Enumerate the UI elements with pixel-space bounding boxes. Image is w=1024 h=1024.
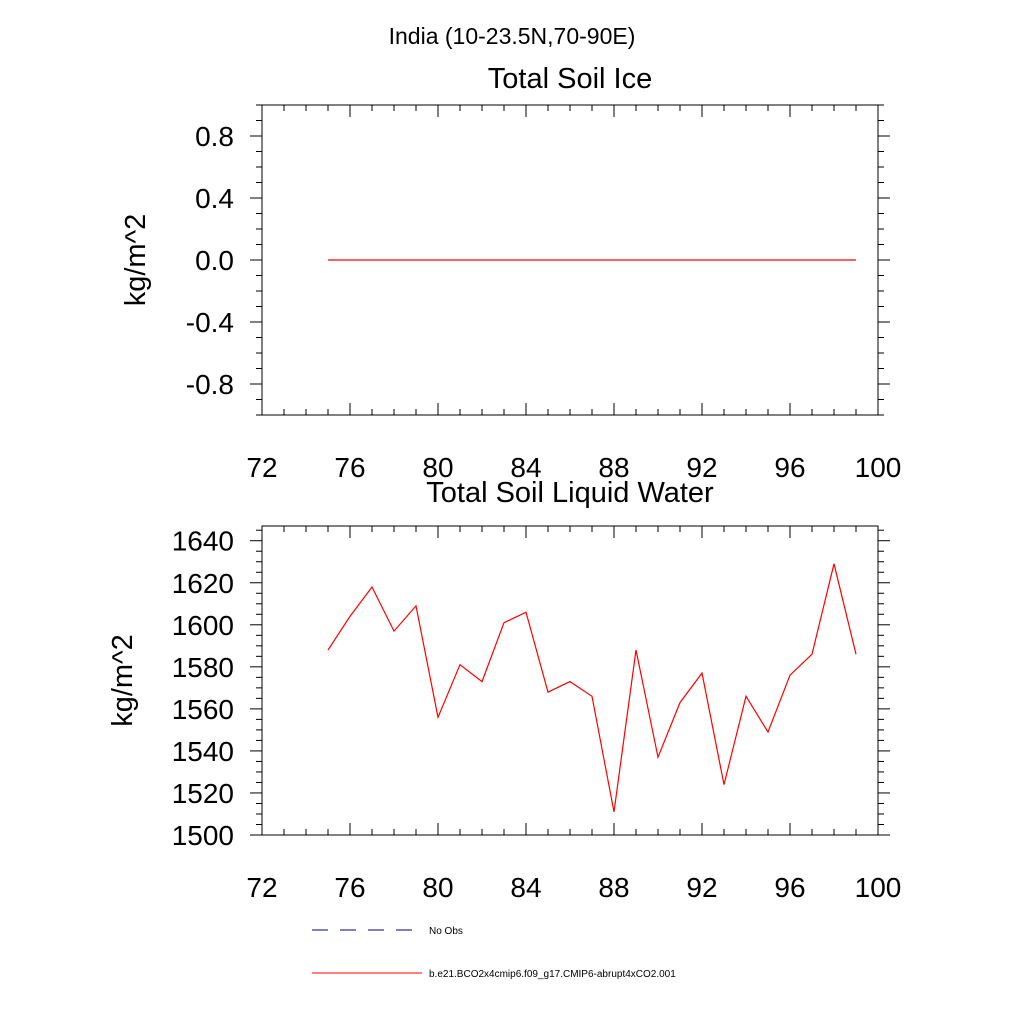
y-tick-label: 0.4 — [195, 183, 234, 214]
y-tick-label: 1540 — [172, 736, 234, 767]
x-tick-label: 92 — [686, 872, 717, 903]
y-tick-label: -0.4 — [186, 307, 234, 338]
x-tick-label: 72 — [246, 452, 277, 483]
y-tick-label: 1640 — [172, 526, 234, 557]
x-tick-label: 76 — [334, 452, 365, 483]
x-tick-label: 80 — [422, 452, 453, 483]
y-tick-label: 0.0 — [195, 245, 234, 276]
x-tick-label: 100 — [855, 452, 902, 483]
y-tick-label: 1620 — [172, 568, 234, 599]
chart-title: Total Soil Liquid Water — [426, 477, 714, 509]
x-tick-label: 76 — [334, 872, 365, 903]
x-tick-label: 96 — [774, 872, 805, 903]
x-tick-label: 84 — [510, 452, 541, 483]
chart-panel-2: Total Soil Liquid Water kg/m^2 72 76 80 84 88 9… — [107, 477, 901, 903]
y-tick-label: 0.8 — [195, 121, 234, 152]
chart-panels: Total Soil Ice kg/m^2 72 76 80 84 88 92 96 100 -0.… — [107, 63, 901, 903]
y-tick-label: 1600 — [172, 610, 234, 641]
legend-item-2: b.e21.BCO2x4cmip6.f09_g17.CMIP6-abrupt4x… — [312, 969, 676, 980]
legend-item-1: No Obs — [312, 926, 463, 937]
y-axis-label: kg/m^2 — [107, 634, 139, 727]
y-tick-label: 1500 — [172, 820, 234, 851]
page-title: India (10-23.5N,70-90E) — [389, 23, 636, 49]
y-tick-label: 1560 — [172, 694, 234, 725]
y-tick-label: 1580 — [172, 652, 234, 683]
plot-frame — [261, 525, 879, 836]
x-tick-label: 72 — [246, 872, 277, 903]
legend-label: No Obs — [429, 926, 463, 937]
x-tick-label: 88 — [598, 452, 629, 483]
x-tick-label: 88 — [598, 872, 629, 903]
series-line-1 — [327, 563, 857, 813]
x-tick-label: 96 — [774, 452, 805, 483]
chart-title: Total Soil Ice — [488, 63, 652, 95]
x-tick-label: 100 — [855, 872, 902, 903]
y-axis-label: kg/m^2 — [120, 214, 152, 307]
x-tick-label: 92 — [686, 452, 717, 483]
x-tick-label: 84 — [510, 872, 541, 903]
legend-label: b.e21.BCO2x4cmip6.f09_g17.CMIP6-abrupt4x… — [429, 969, 676, 980]
x-tick-label: 80 — [422, 872, 453, 903]
y-tick-label: -0.8 — [186, 369, 234, 400]
chart-panel-1: Total Soil Ice kg/m^2 72 76 80 84 88 92 96 100 -0.… — [120, 63, 901, 483]
y-tick-label: 1520 — [172, 778, 234, 809]
legend: No Obs b.e21.BCO2x4cmip6.f09_g17.CMIP6-ab… — [312, 926, 676, 980]
